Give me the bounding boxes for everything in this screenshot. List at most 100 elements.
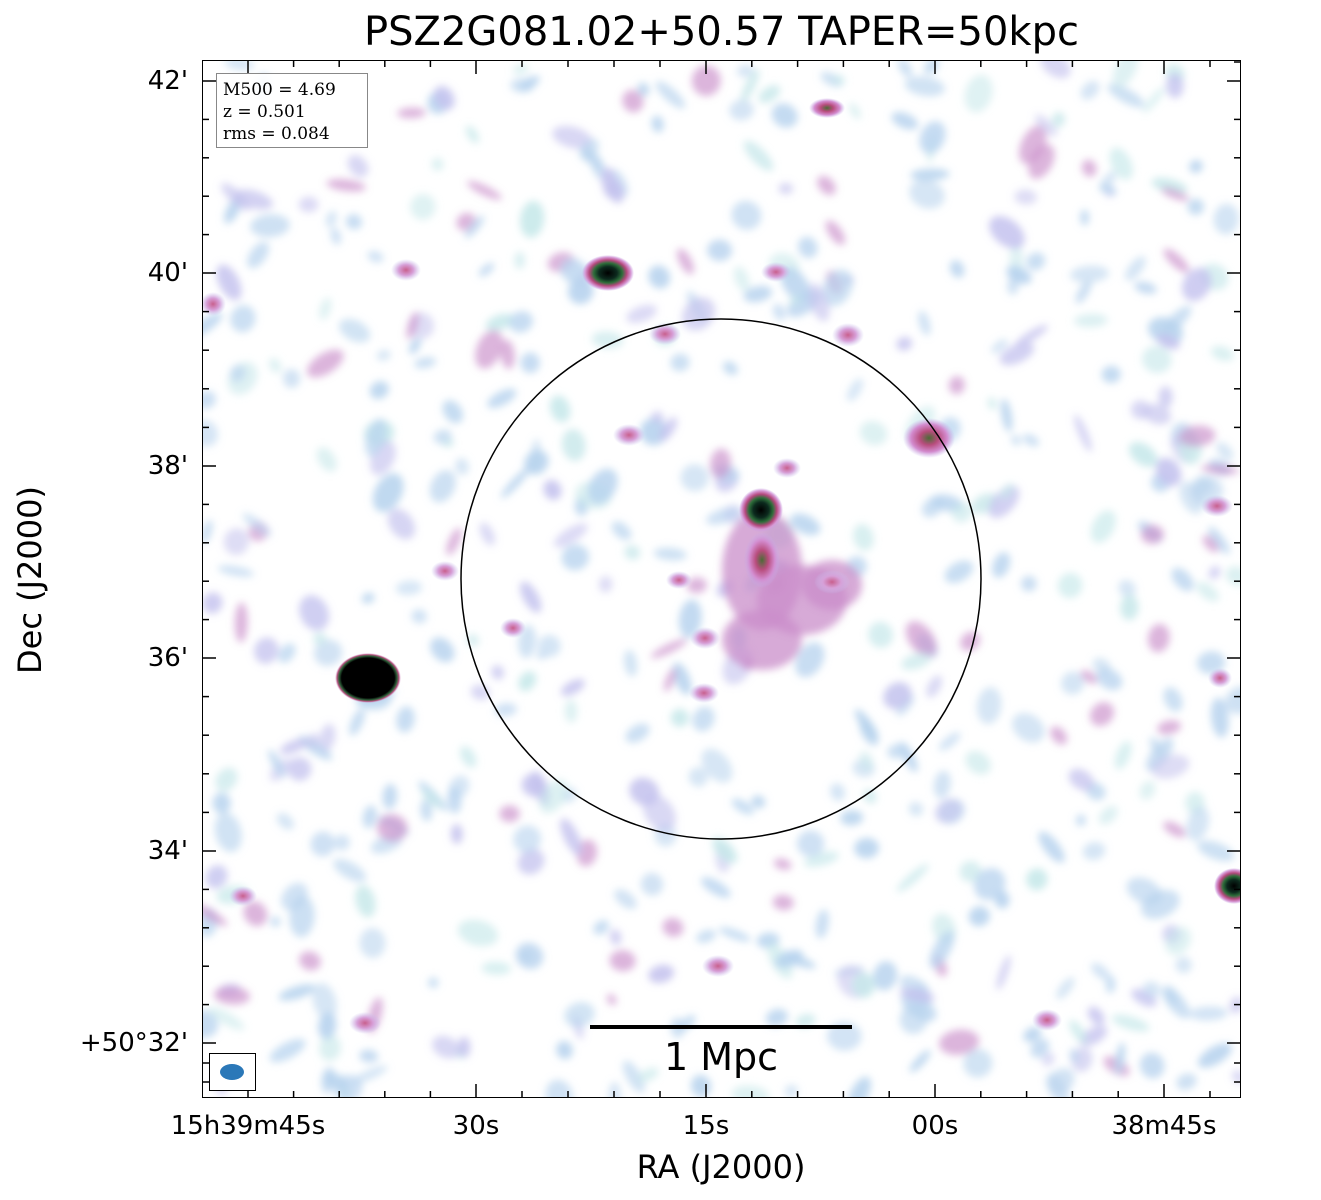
noise-blob bbox=[929, 930, 955, 969]
noise-blob bbox=[431, 1035, 460, 1059]
noise-blob bbox=[921, 497, 943, 518]
noise-blob bbox=[854, 837, 879, 859]
noise-blob bbox=[500, 339, 515, 370]
noise-blob bbox=[556, 1041, 573, 1060]
radio-source bbox=[649, 323, 681, 345]
noise-blob bbox=[1082, 842, 1106, 861]
noise-blob bbox=[414, 356, 437, 369]
noise-blob bbox=[367, 250, 384, 263]
noise-blob bbox=[287, 757, 312, 781]
noise-blob bbox=[926, 675, 943, 698]
noise-blob bbox=[731, 200, 762, 230]
noise-blob bbox=[207, 1006, 245, 1031]
noise-blob bbox=[1026, 252, 1046, 271]
noise-blob bbox=[1216, 442, 1234, 461]
noise-blob bbox=[999, 342, 1035, 366]
noise-blob bbox=[642, 794, 676, 832]
noise-blob bbox=[707, 239, 733, 262]
noise-blob bbox=[712, 837, 738, 864]
noise-blob bbox=[790, 513, 821, 536]
noise-blob bbox=[447, 786, 462, 814]
noise-blob bbox=[772, 894, 794, 911]
noise-blob bbox=[362, 805, 377, 829]
radio-source bbox=[832, 323, 864, 347]
noise-blob bbox=[681, 297, 716, 331]
noise-blob bbox=[655, 81, 686, 109]
noise-blob bbox=[397, 107, 426, 119]
noise-blob bbox=[369, 381, 389, 400]
noise-blob bbox=[491, 665, 505, 680]
noise-blob bbox=[598, 576, 613, 593]
noise-blob bbox=[996, 955, 1011, 991]
noise-blob bbox=[242, 513, 272, 537]
x-tick-label: 15h39m45s bbox=[170, 1111, 326, 1141]
mass-label: M500 = 4.69 bbox=[223, 80, 336, 100]
noise-blob bbox=[1080, 80, 1100, 100]
noise-blob bbox=[1091, 962, 1111, 981]
noise-blob bbox=[1186, 806, 1210, 841]
noise-blob bbox=[1068, 768, 1094, 791]
noise-blob bbox=[1197, 840, 1235, 862]
noise-blob bbox=[637, 1067, 659, 1083]
noise-blob bbox=[536, 651, 547, 660]
noise-blob bbox=[976, 687, 1002, 725]
noise-blob bbox=[1162, 985, 1179, 1005]
noise-blob bbox=[992, 552, 1011, 578]
noise-blob bbox=[625, 723, 650, 743]
noise-blob bbox=[965, 750, 991, 775]
noise-blob bbox=[1026, 868, 1048, 891]
noise-blob bbox=[250, 214, 290, 238]
y-axis-title: Dec (J2000) bbox=[11, 486, 49, 674]
noise-blob bbox=[564, 699, 578, 723]
noise-blob bbox=[1105, 975, 1116, 994]
radio-source bbox=[202, 292, 226, 316]
noise-blob bbox=[1161, 305, 1192, 336]
noise-blob bbox=[849, 103, 861, 119]
noise-blob bbox=[376, 814, 408, 842]
noise-blob bbox=[1208, 566, 1221, 580]
noise-blob bbox=[1089, 702, 1115, 727]
noise-blob bbox=[847, 1076, 872, 1098]
noise-blob bbox=[1034, 114, 1058, 137]
noise-blob bbox=[217, 565, 254, 577]
noise-blob bbox=[771, 103, 798, 128]
noise-blob bbox=[509, 311, 533, 333]
noise-blob bbox=[609, 950, 636, 972]
noise-blob bbox=[908, 801, 924, 817]
noise-blob bbox=[1061, 671, 1085, 695]
noise-blob bbox=[478, 262, 495, 277]
noise-blob bbox=[1118, 579, 1136, 598]
noise-blob bbox=[230, 305, 256, 333]
noise-blob bbox=[213, 986, 251, 1005]
noise-blob bbox=[706, 507, 740, 525]
noise-blob bbox=[552, 125, 593, 149]
noise-blob bbox=[897, 60, 913, 77]
noise-blob bbox=[500, 467, 531, 499]
noise-blob bbox=[202, 592, 223, 614]
noise-blob bbox=[606, 994, 617, 1006]
noise-blob bbox=[457, 1036, 471, 1058]
noise-blob bbox=[608, 1081, 621, 1098]
y-tick-label: 40' bbox=[147, 258, 188, 288]
noise-blob bbox=[1020, 575, 1037, 592]
noise-blob bbox=[891, 112, 919, 130]
noise-blob bbox=[905, 621, 937, 658]
noise-blob bbox=[545, 1079, 574, 1098]
noise-blob bbox=[431, 157, 444, 171]
noise-blob bbox=[1023, 1026, 1042, 1043]
radio-source bbox=[229, 886, 257, 906]
noise-blob bbox=[313, 632, 327, 645]
radio-map-panel[interactable] bbox=[202, 60, 1241, 1098]
noise-blob bbox=[1181, 267, 1212, 302]
noise-blob bbox=[1139, 1052, 1165, 1079]
noise-blob bbox=[212, 792, 231, 814]
y-tick-label: 42' bbox=[147, 66, 188, 96]
noise-blob bbox=[481, 961, 512, 976]
noise-blob bbox=[743, 140, 774, 172]
noise-blob bbox=[298, 196, 319, 213]
noise-blob bbox=[475, 329, 504, 369]
noise-blob bbox=[910, 168, 950, 181]
noise-blob bbox=[854, 709, 877, 738]
noise-blob bbox=[387, 508, 416, 540]
noise-blob bbox=[1050, 726, 1068, 745]
